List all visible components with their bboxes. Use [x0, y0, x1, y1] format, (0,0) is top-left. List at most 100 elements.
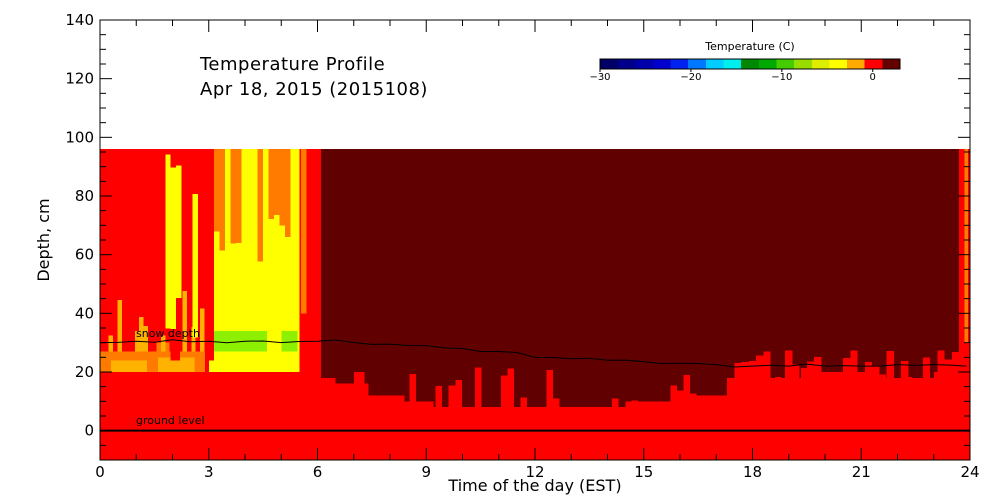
heatmap-cell	[670, 385, 678, 419]
heatmap-cell	[833, 378, 841, 419]
colorbar-swatch	[635, 59, 654, 69]
heatmap-cell	[117, 299, 122, 372]
heatmap-cell	[922, 357, 931, 378]
heatmap-cell	[281, 330, 298, 352]
x-tick-label: 21	[852, 463, 871, 481]
heatmap-cell	[219, 149, 226, 251]
heatmap-cell	[474, 367, 482, 419]
heatmap-cell	[235, 149, 242, 243]
heatmap-cell	[214, 149, 220, 232]
x-tick-label: 18	[743, 463, 762, 481]
y-tick-label: 0	[84, 422, 94, 440]
heatmap-cell	[176, 165, 182, 299]
heatmap-cell	[110, 360, 148, 372]
y-tick-label: 140	[65, 11, 94, 29]
heatmap-cell	[208, 360, 300, 372]
snow-depth-line	[99, 339, 967, 368]
heatmap-cell	[170, 167, 177, 329]
heatmap-cell	[368, 395, 405, 460]
heatmap-cell	[274, 149, 280, 215]
heatmap-cell	[827, 381, 834, 419]
heatmap-cells	[100, 149, 970, 460]
heatmap-cell	[182, 291, 187, 372]
colorbar-tick-label: 0	[870, 72, 876, 83]
heatmap-cell	[268, 149, 274, 219]
colorbar-swatch	[829, 59, 848, 69]
heatmap-cell	[859, 388, 867, 419]
heatmap-cell	[200, 308, 205, 372]
colorbar-swatch	[617, 59, 636, 69]
heatmap-cell	[814, 357, 822, 378]
colorbar-swatch	[741, 59, 760, 69]
heatmap-cell	[158, 357, 195, 372]
heatmap-cell	[677, 390, 684, 419]
heatmap-cell	[886, 351, 894, 378]
heatmap-cell	[788, 376, 795, 419]
heatmap-cell	[435, 386, 443, 419]
heatmap-cell	[756, 355, 764, 378]
colorbar: −30 −20 −10 0	[589, 58, 901, 83]
x-tick-label: 6	[313, 463, 323, 481]
heatmap-cell	[964, 149, 969, 343]
heatmap-cell	[409, 373, 417, 419]
x-tick-label: 15	[634, 463, 653, 481]
heatmap-cell	[785, 350, 793, 378]
heatmap-cell	[792, 364, 800, 378]
heatmap-cell	[944, 383, 952, 419]
heatmap-cell	[121, 149, 127, 296]
x-tick-label: 3	[204, 463, 214, 481]
heatmap-cell	[611, 398, 619, 419]
heatmap-cell	[853, 381, 860, 419]
colorbar-tick-label: −20	[680, 72, 701, 83]
heatmap-cell	[156, 149, 161, 263]
heatmap-cell	[165, 154, 171, 329]
heatmap-cell	[742, 386, 749, 419]
x-axis-title: Time of the day (EST)	[447, 476, 621, 495]
heatmap-cell	[520, 397, 528, 419]
heatmap-cell	[130, 149, 135, 281]
heatmap-cell	[951, 352, 960, 378]
colorbar-swatch	[811, 59, 830, 69]
x-tick-label: 0	[95, 463, 105, 481]
heatmap-cell	[321, 377, 336, 460]
heatmap-cell	[741, 362, 749, 378]
colorbar-tick-label: −30	[589, 72, 610, 83]
heatmap-cell	[901, 361, 909, 378]
colorbar-title: Temperature (C)	[704, 40, 794, 53]
y-tick-label: 20	[75, 363, 94, 381]
colorbar-swatch	[882, 59, 901, 69]
x-tick-label: 12	[525, 463, 544, 481]
heatmap-cell	[321, 149, 960, 408]
heatmap-cell	[301, 149, 307, 314]
y-tick-label: 100	[65, 128, 94, 146]
heatmap-cell	[553, 398, 560, 419]
heatmap-cell	[683, 374, 691, 419]
heatmap-cell	[191, 327, 196, 372]
heatmap-cell	[690, 393, 697, 419]
x-tick-label: 24	[960, 463, 979, 481]
heatmap-cell	[820, 371, 828, 419]
y-axis-title: Depth, cm	[34, 198, 53, 281]
colorbar-swatch	[600, 59, 619, 69]
heatmap-cell	[944, 359, 952, 378]
y-tick-label: 80	[75, 187, 94, 205]
heatmap-cell	[266, 330, 282, 352]
colorbar-frame	[599, 58, 901, 70]
heatmap-cell	[918, 397, 926, 419]
heatmap-cell	[139, 316, 144, 372]
heatmap-cell	[546, 370, 554, 419]
heatmap-cell	[806, 361, 815, 378]
heatmap-cell	[850, 350, 858, 378]
colorbar-swatch	[794, 59, 813, 69]
heatmap-cell	[864, 362, 873, 378]
heatmap-cell	[872, 386, 880, 419]
heatmap-cell	[500, 375, 508, 419]
heatmap-cell	[284, 149, 291, 237]
heatmap-cell	[507, 368, 514, 419]
colorbar-swatch	[705, 59, 725, 69]
heatmap-cell	[801, 367, 808, 419]
heatmap-cell	[335, 383, 369, 460]
heatmap-cell	[879, 374, 886, 419]
heatmap-cell	[734, 362, 742, 378]
